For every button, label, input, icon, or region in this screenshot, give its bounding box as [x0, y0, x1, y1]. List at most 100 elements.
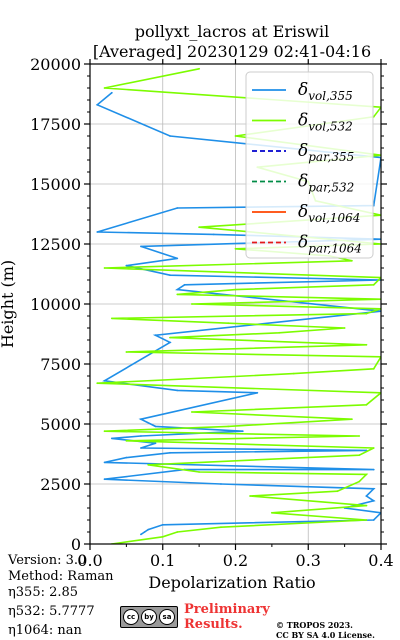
data-point-vol-532 — [103, 267, 106, 269]
data-point-vol-532 — [365, 473, 368, 476]
data-point-vol-532 — [198, 226, 201, 229]
data-point-vol-355 — [372, 487, 375, 490]
y-tick-label: 12500 — [30, 235, 81, 254]
legend-label-vol-532: δvol,532 — [298, 111, 353, 134]
x-tick-label: 0.0 — [77, 551, 102, 570]
data-point-vol-532 — [358, 435, 361, 437]
data-point-vol-355 — [103, 379, 106, 382]
data-point-vol-532 — [227, 425, 230, 428]
chart-title-line1: pollyxt_lacros at Eriswil — [134, 22, 330, 41]
legend-label-par-1064: δpar,1064 — [298, 233, 362, 256]
data-point-vol-532 — [365, 312, 368, 315]
cc-license-logo: cc by sa — [120, 606, 178, 628]
data-point-vol-532 — [103, 430, 106, 433]
data-point-vol-532 — [365, 519, 368, 521]
y-tick-label: 5000 — [40, 415, 81, 434]
data-point-vol-532 — [125, 351, 128, 353]
data-point-vol-532 — [110, 317, 113, 320]
data-point-vol-532 — [343, 327, 346, 329]
copyright-line2: CC BY SA 4.0 License. — [276, 630, 375, 640]
data-point-vol-532 — [161, 535, 164, 538]
legend: δvol,355 δvol,532 δpar,355 δpar,532 δvol,106… — [245, 71, 374, 259]
copyright-note: © TROPOS 2023. CC BY SA 4.0 License. — [276, 620, 375, 640]
data-point-vol-355 — [154, 425, 157, 428]
data-point-vol-355 — [154, 442, 157, 445]
data-point-vol-355 — [103, 478, 106, 481]
data-point-vol-355 — [241, 430, 244, 433]
data-point-vol-355 — [143, 531, 146, 533]
data-point-vol-532 — [351, 259, 353, 262]
data-point-vol-532 — [365, 504, 368, 507]
data-point-vol-532 — [372, 447, 375, 449]
legend-label-vol-355: δvol,355 — [298, 80, 353, 103]
y-axis-label: Height (m) — [0, 260, 17, 348]
data-point-vol-532 — [190, 411, 193, 413]
data-point-vol-532 — [125, 439, 128, 442]
axis-ticks: 0.0 0.1 0.2 0.3 0.4 0 2500 5000 7500 10000 12500 15… — [30, 55, 394, 570]
x-tick-label: 0.4 — [368, 551, 393, 570]
data-point-vol-355 — [256, 391, 259, 394]
data-point-vol-532 — [292, 372, 295, 375]
data-point-vol-532 — [249, 495, 251, 497]
preliminary-line1: Preliminary — [184, 602, 270, 617]
sa-icon: sa — [159, 609, 175, 625]
data-point-vol-355 — [176, 288, 179, 291]
data-point-vol-532 — [103, 87, 106, 89]
y-tick-label: 17500 — [30, 115, 81, 134]
data-point-vol-532 — [198, 471, 201, 473]
data-point-vol-355 — [140, 245, 142, 248]
data-point-vol-532 — [372, 367, 375, 370]
data-point-vol-532 — [198, 67, 201, 70]
data-point-vol-355 — [110, 437, 113, 440]
data-point-vol-532 — [96, 382, 99, 385]
y-tick-label: 10000 — [30, 295, 81, 314]
eta532-text: η532: 5.7777 — [8, 604, 95, 619]
preliminary-results-note: Preliminary Results. — [184, 602, 270, 632]
legend-label-par-532: δpar,532 — [298, 172, 354, 195]
data-point-vol-355 — [140, 435, 142, 437]
data-point-vol-532 — [169, 336, 171, 339]
data-point-vol-532 — [270, 511, 273, 514]
data-point-vol-355 — [169, 274, 171, 277]
x-tick-label: 0.3 — [296, 551, 321, 570]
x-axis-label: Depolarization Ratio — [148, 573, 315, 592]
data-point-vol-355 — [96, 231, 99, 233]
preliminary-line2: Results. — [184, 617, 243, 632]
data-point-vol-355 — [154, 334, 157, 337]
legend-label-par-355: δpar,355 — [298, 141, 354, 164]
data-point-vol-355 — [103, 461, 106, 464]
data-point-vol-355 — [140, 418, 142, 421]
legend-label-vol-1064: δvol,1064 — [298, 202, 360, 225]
data-point-vol-355 — [365, 495, 368, 497]
cc-icon: cc — [123, 609, 139, 625]
y-tick-label: 7500 — [40, 355, 81, 374]
data-point-vol-532 — [336, 490, 339, 493]
data-point-vol-532 — [227, 322, 230, 325]
eta355-text: η355: 2.85 — [8, 585, 79, 600]
data-point-vol-532 — [358, 480, 361, 483]
data-point-vol-355 — [176, 389, 179, 392]
y-tick-label: 2500 — [40, 475, 81, 494]
data-point-vol-355 — [372, 468, 375, 471]
data-point-vol-532 — [220, 526, 222, 529]
data-point-vol-355 — [147, 528, 150, 531]
data-point-vol-355 — [169, 451, 171, 454]
data-point-vol-355 — [161, 523, 164, 526]
data-point-vol-355 — [372, 519, 375, 521]
data-point-vol-355 — [169, 135, 171, 137]
y-tick-label: 15000 — [30, 175, 81, 194]
data-point-vol-355 — [169, 341, 171, 344]
data-point-vol-532 — [365, 343, 368, 346]
data-point-vol-532 — [234, 247, 237, 250]
data-point-vol-355 — [110, 91, 113, 94]
y-tick-label: 0 — [71, 535, 81, 554]
x-tick-label: 0.1 — [150, 551, 175, 570]
data-point-vol-532 — [176, 531, 179, 533]
data-point-vol-355 — [176, 257, 179, 260]
data-point-vol-532 — [234, 288, 237, 291]
data-point-vol-532 — [358, 454, 361, 457]
data-point-vol-532 — [365, 403, 368, 406]
copyright-line1: © TROPOS 2023. — [276, 620, 353, 630]
data-point-vol-355 — [140, 447, 142, 449]
